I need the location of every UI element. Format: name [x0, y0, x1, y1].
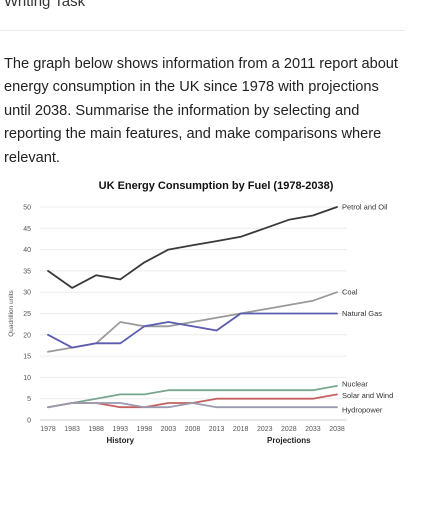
y-tick-label: 50 [23, 205, 31, 212]
y-tick-label: 15 [23, 354, 31, 361]
history-label: History [106, 436, 134, 445]
y-tick-label: 0 [27, 418, 31, 425]
y-tick-label: 5 [27, 396, 31, 403]
y-tick-label: 45 [23, 226, 31, 233]
y-tick-label: 40 [23, 247, 31, 254]
series-line-hydropower [47, 402, 338, 409]
x-tick-label: 1978 [40, 426, 56, 433]
series-label-natural-gas: Natural Gas [342, 309, 382, 318]
page-title: Writing Task [4, 0, 86, 10]
projections-label: Projections [267, 436, 311, 445]
y-tick-label: 10 [23, 375, 31, 382]
series-label-solar-and-wind: Solar and Wind [342, 391, 393, 400]
y-tick-label: 25 [23, 311, 31, 318]
x-tick-label: 2033 [305, 426, 321, 433]
x-tick-label: 1998 [137, 426, 153, 433]
header-divider [0, 30, 405, 31]
series-label-coal: Coal [342, 288, 358, 297]
series-label-petrol-and-oil: Petrol and Oil [342, 203, 388, 212]
y-tick-label: 35 [23, 268, 31, 275]
series-label-hydropower: Hydropower [342, 406, 383, 415]
x-tick-label: 2018 [233, 426, 249, 433]
y-tick-label: 20 [23, 332, 31, 339]
x-tick-label: 2003 [161, 426, 177, 433]
y-axis-title: Quadrillion units [8, 289, 15, 336]
series-line-petrol-and-oil [47, 206, 338, 289]
series-line-natural-gas [47, 312, 338, 349]
series-line-nuclear [47, 384, 338, 409]
x-tick-label: 1983 [64, 426, 80, 433]
x-tick-label: 2013 [209, 426, 225, 433]
y-tick-label: 30 [23, 290, 31, 297]
x-tick-label: 1988 [88, 426, 104, 433]
x-tick-label: 2023 [257, 426, 273, 433]
x-tick-label: 1993 [112, 426, 128, 433]
chart-title: UK Energy Consumption by Fuel (1978-2038… [98, 180, 334, 192]
series-label-nuclear: Nuclear [342, 379, 368, 388]
series-line-solar-and-wind [47, 393, 338, 409]
task-prompt: The graph below shows information from a… [4, 56, 398, 166]
x-tick-label: 2008 [185, 426, 201, 433]
x-tick-label: 2028 [281, 426, 297, 433]
series-line-coal [47, 291, 338, 353]
x-tick-label: 2038 [329, 426, 345, 433]
